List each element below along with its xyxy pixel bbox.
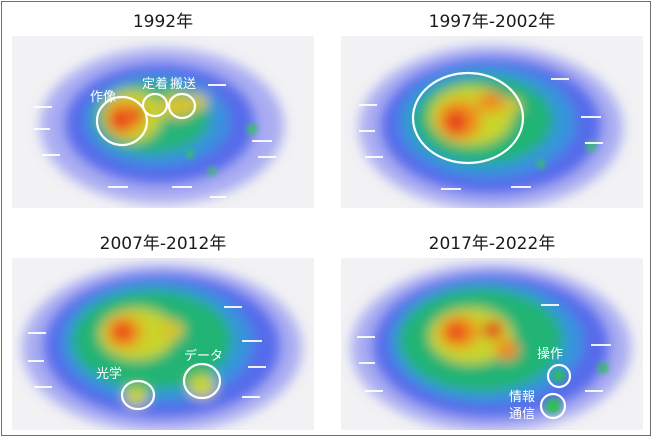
heatmap-graphic: 操作 情報 通信 (341, 258, 643, 430)
label-sousa: 操作 (537, 346, 563, 362)
label-tsuushin: 通信 (509, 407, 535, 422)
heatmap-1997-2002 (341, 36, 643, 208)
label-teichaku: 定着 (142, 76, 168, 92)
panel-1992: 1992年 (12, 10, 314, 208)
panel-2017-2022: 2017年-2022年 (341, 232, 643, 430)
heatmap-graphic: 作像 定着 搬送 (12, 36, 314, 208)
heatmap-graphic: 光学 データ (12, 258, 314, 430)
heatmap-graphic (341, 36, 643, 208)
panel-title: 1992年 (132, 12, 194, 32)
heatmap-2007-2012: 光学 データ (12, 258, 314, 430)
heatmap-2017-2022: 操作 情報 通信 (341, 258, 643, 430)
label-sakuzou: 作像 (90, 90, 116, 105)
label-kougaku: 光学 (96, 366, 122, 382)
label-hansou: 搬送 (170, 77, 196, 92)
heatmap-1992: 作像 定着 搬送 (12, 36, 314, 208)
panel-title: 2007年-2012年 (99, 234, 227, 254)
panel-2007-2012: 2007年-2012年 (12, 232, 314, 430)
panel-1997-2002: 1997年-2002年 (341, 10, 643, 208)
panel-title: 2017年-2022年 (428, 234, 556, 254)
label-data: データ (184, 348, 223, 364)
panel-title: 1997年-2002年 (428, 12, 556, 32)
label-jouhou: 情報 (509, 390, 535, 405)
